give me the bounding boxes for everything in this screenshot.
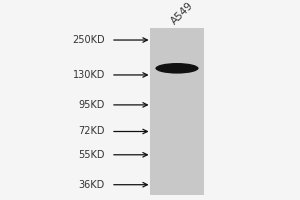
Text: 72KD: 72KD [79, 126, 105, 136]
Text: A549: A549 [169, 0, 195, 27]
Text: 55KD: 55KD [79, 150, 105, 160]
Bar [150, 28, 204, 195]
Ellipse shape [155, 63, 199, 74]
Text: 95KD: 95KD [79, 100, 105, 110]
Text: 130KD: 130KD [73, 70, 105, 80]
Text: 250KD: 250KD [72, 35, 105, 45]
Text: 36KD: 36KD [79, 180, 105, 190]
